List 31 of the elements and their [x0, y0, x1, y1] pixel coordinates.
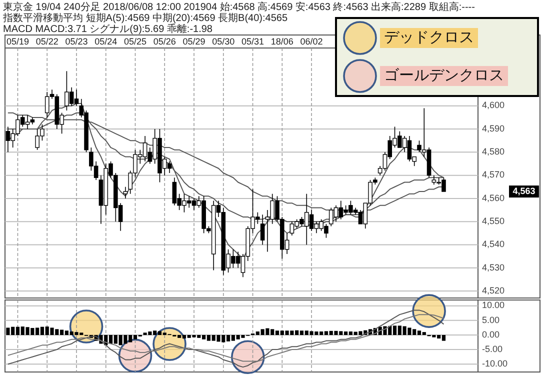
y-tick-label: 4,520	[482, 285, 505, 296]
x-tick-label: 05/26	[153, 36, 176, 46]
y-tick-label: 4,600	[482, 100, 505, 110]
x-tick-label: 05/29	[182, 36, 206, 46]
legend-label: デッドクロス	[384, 28, 474, 46]
y-tick-label: -10.00	[482, 358, 508, 369]
y-tick-label: 4,590	[482, 123, 505, 134]
legend-label: ゴールデンクロス	[384, 66, 504, 84]
x-tick-label: 05/31	[241, 36, 264, 46]
x-tick-label: 06/02	[300, 36, 323, 46]
text: 4,563	[512, 186, 536, 196]
y-tick-label: 4,580	[482, 146, 505, 157]
chart-title: 東京金 19/04 240分足 2018/06/08 12:00 201904 始:4568 高:4569 安:4563 終:4563 出来高:2289 取組高:----	[3, 1, 475, 13]
chart-subtitle: 指数平滑移動平均 短期A(5):4569 中期(20):4569 長期B(40):4565	[2, 12, 288, 24]
y-tick-label: -5.00	[482, 344, 503, 354]
y-tick-label: 0.00	[482, 329, 500, 340]
x-tick-label: 05/19	[6, 36, 29, 46]
y-tick-label: 4,550	[482, 216, 505, 226]
y-tick-label: 4,560	[482, 192, 505, 203]
y-tick-label: 4,540	[482, 239, 505, 250]
x-tick-label: 05/24	[94, 36, 118, 46]
y-tick-label: 10.00	[482, 300, 505, 310]
x-tick-label: 05/30	[212, 36, 235, 46]
x-tick-label: 05/22	[36, 36, 58, 46]
x-tick-label: 05/23	[65, 36, 88, 46]
y-tick-label: 5.00	[482, 314, 500, 325]
x-tick-label: 05/25	[124, 36, 147, 46]
y-tick-label: 4,570	[482, 170, 505, 180]
y-tick-label: 4,530	[482, 262, 505, 272]
text: MACD MACD:3.71 シグナル(9):5.69 乖離:-1.98	[3, 23, 213, 35]
x-tick-label: 18/06	[270, 36, 294, 46]
